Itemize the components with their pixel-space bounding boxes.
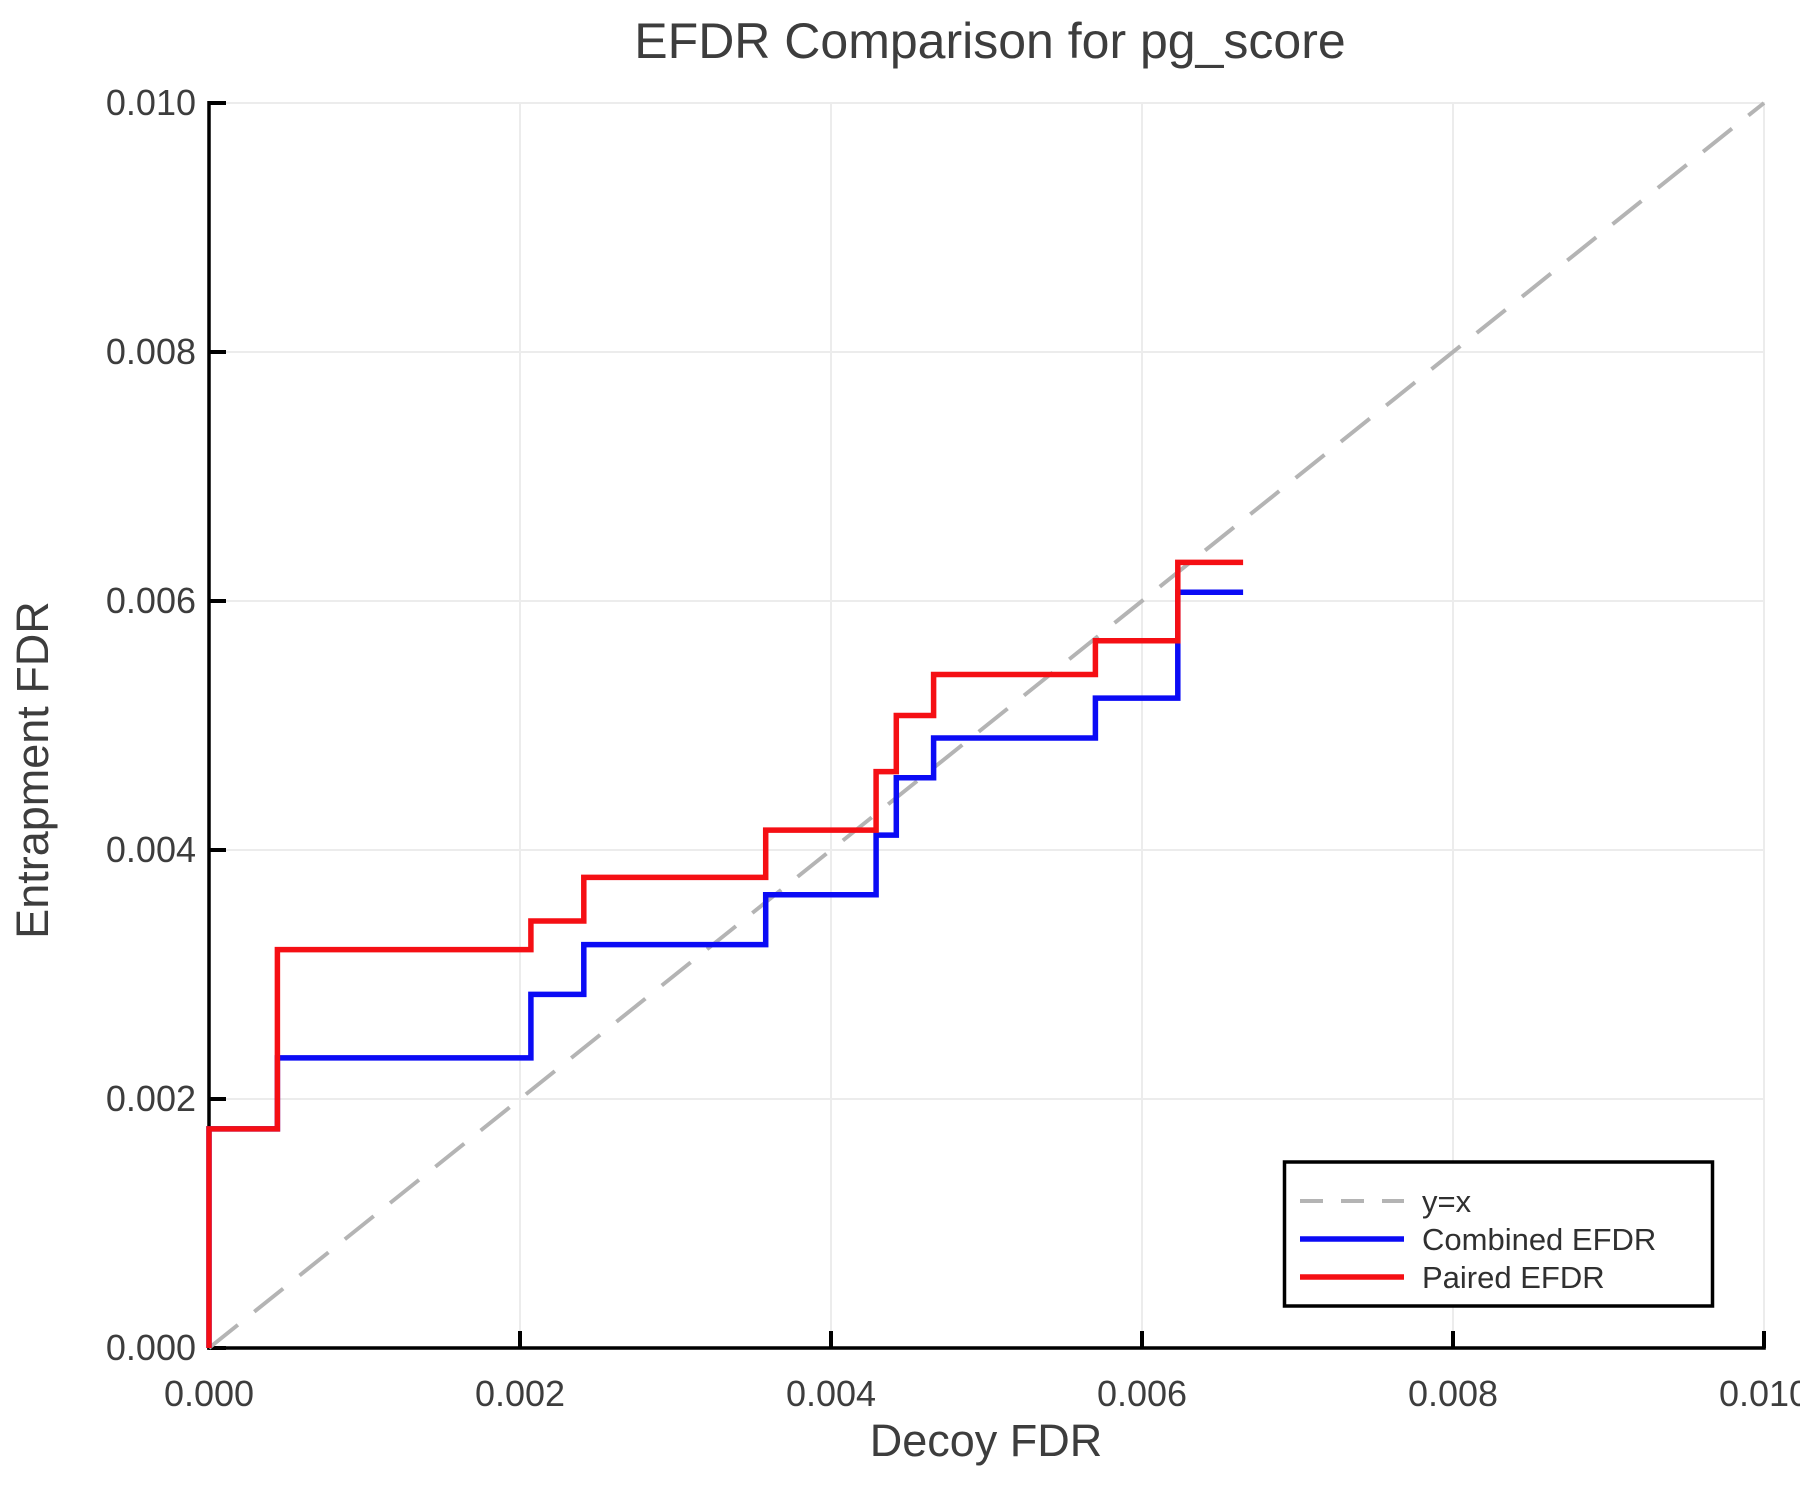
legend-box	[1282, 1160, 1715, 1308]
chart-title: EFDR Comparison for pg_score	[634, 13, 1345, 69]
series-y-x	[207, 101, 1766, 1350]
legend-label-diagonal: y=x	[1422, 1184, 1472, 1219]
y-axis-label: Entrapment FDR	[7, 601, 58, 939]
y-tick-label: 0.008	[106, 331, 196, 372]
y-tick-label: 0.006	[106, 580, 196, 621]
tick-labels: 0.000 0.002 0.004 0.006 0.008 0.010 0.000 0.002…	[106, 82, 1800, 1414]
x-tick-label: 0.008	[1408, 1373, 1498, 1414]
y-tick-label: 0.004	[106, 829, 196, 870]
y-tick-label: 0.000	[106, 1327, 196, 1368]
series-combined-efdr	[206, 589, 1244, 1348]
x-tick-label: 0.000	[164, 1373, 254, 1414]
series-paired-efdr	[206, 559, 1244, 1348]
x-tick-label: 0.006	[1097, 1373, 1187, 1414]
y-tick-label: 0.010	[106, 82, 196, 123]
x-tick-label: 0.010	[1719, 1373, 1800, 1414]
legend-label-combined: Combined EFDR	[1422, 1222, 1656, 1257]
x-tick-label: 0.004	[786, 1373, 876, 1414]
legend-label-paired: Paired EFDR	[1422, 1260, 1605, 1295]
x-tick-label: 0.002	[475, 1373, 565, 1414]
plot-series	[206, 101, 1766, 1350]
y-tick-label: 0.002	[106, 1078, 196, 1119]
legend: y=x Combined EFDR Paired EFDR	[1282, 1160, 1715, 1308]
x-axis-label: Decoy FDR	[870, 1415, 1103, 1466]
